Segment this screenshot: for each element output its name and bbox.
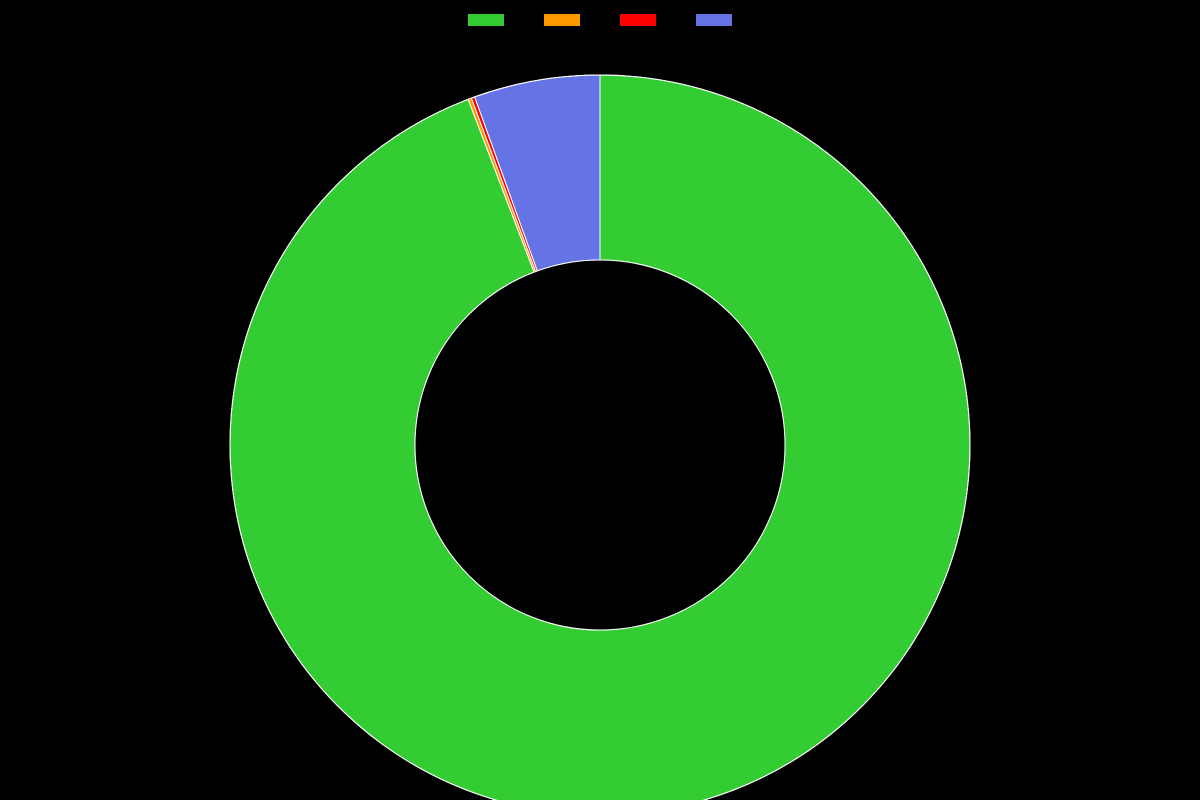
chart-legend — [0, 0, 1200, 30]
legend-item — [696, 10, 732, 30]
legend-item — [620, 10, 656, 30]
donut-inner-edge — [415, 260, 785, 630]
legend-swatch — [544, 14, 580, 26]
legend-item — [544, 10, 580, 30]
legend-swatch — [468, 14, 504, 26]
donut-chart — [0, 30, 1200, 800]
legend-swatch — [696, 14, 732, 26]
legend-item — [468, 10, 504, 30]
donut-chart-container — [0, 30, 1200, 800]
legend-swatch — [620, 14, 656, 26]
